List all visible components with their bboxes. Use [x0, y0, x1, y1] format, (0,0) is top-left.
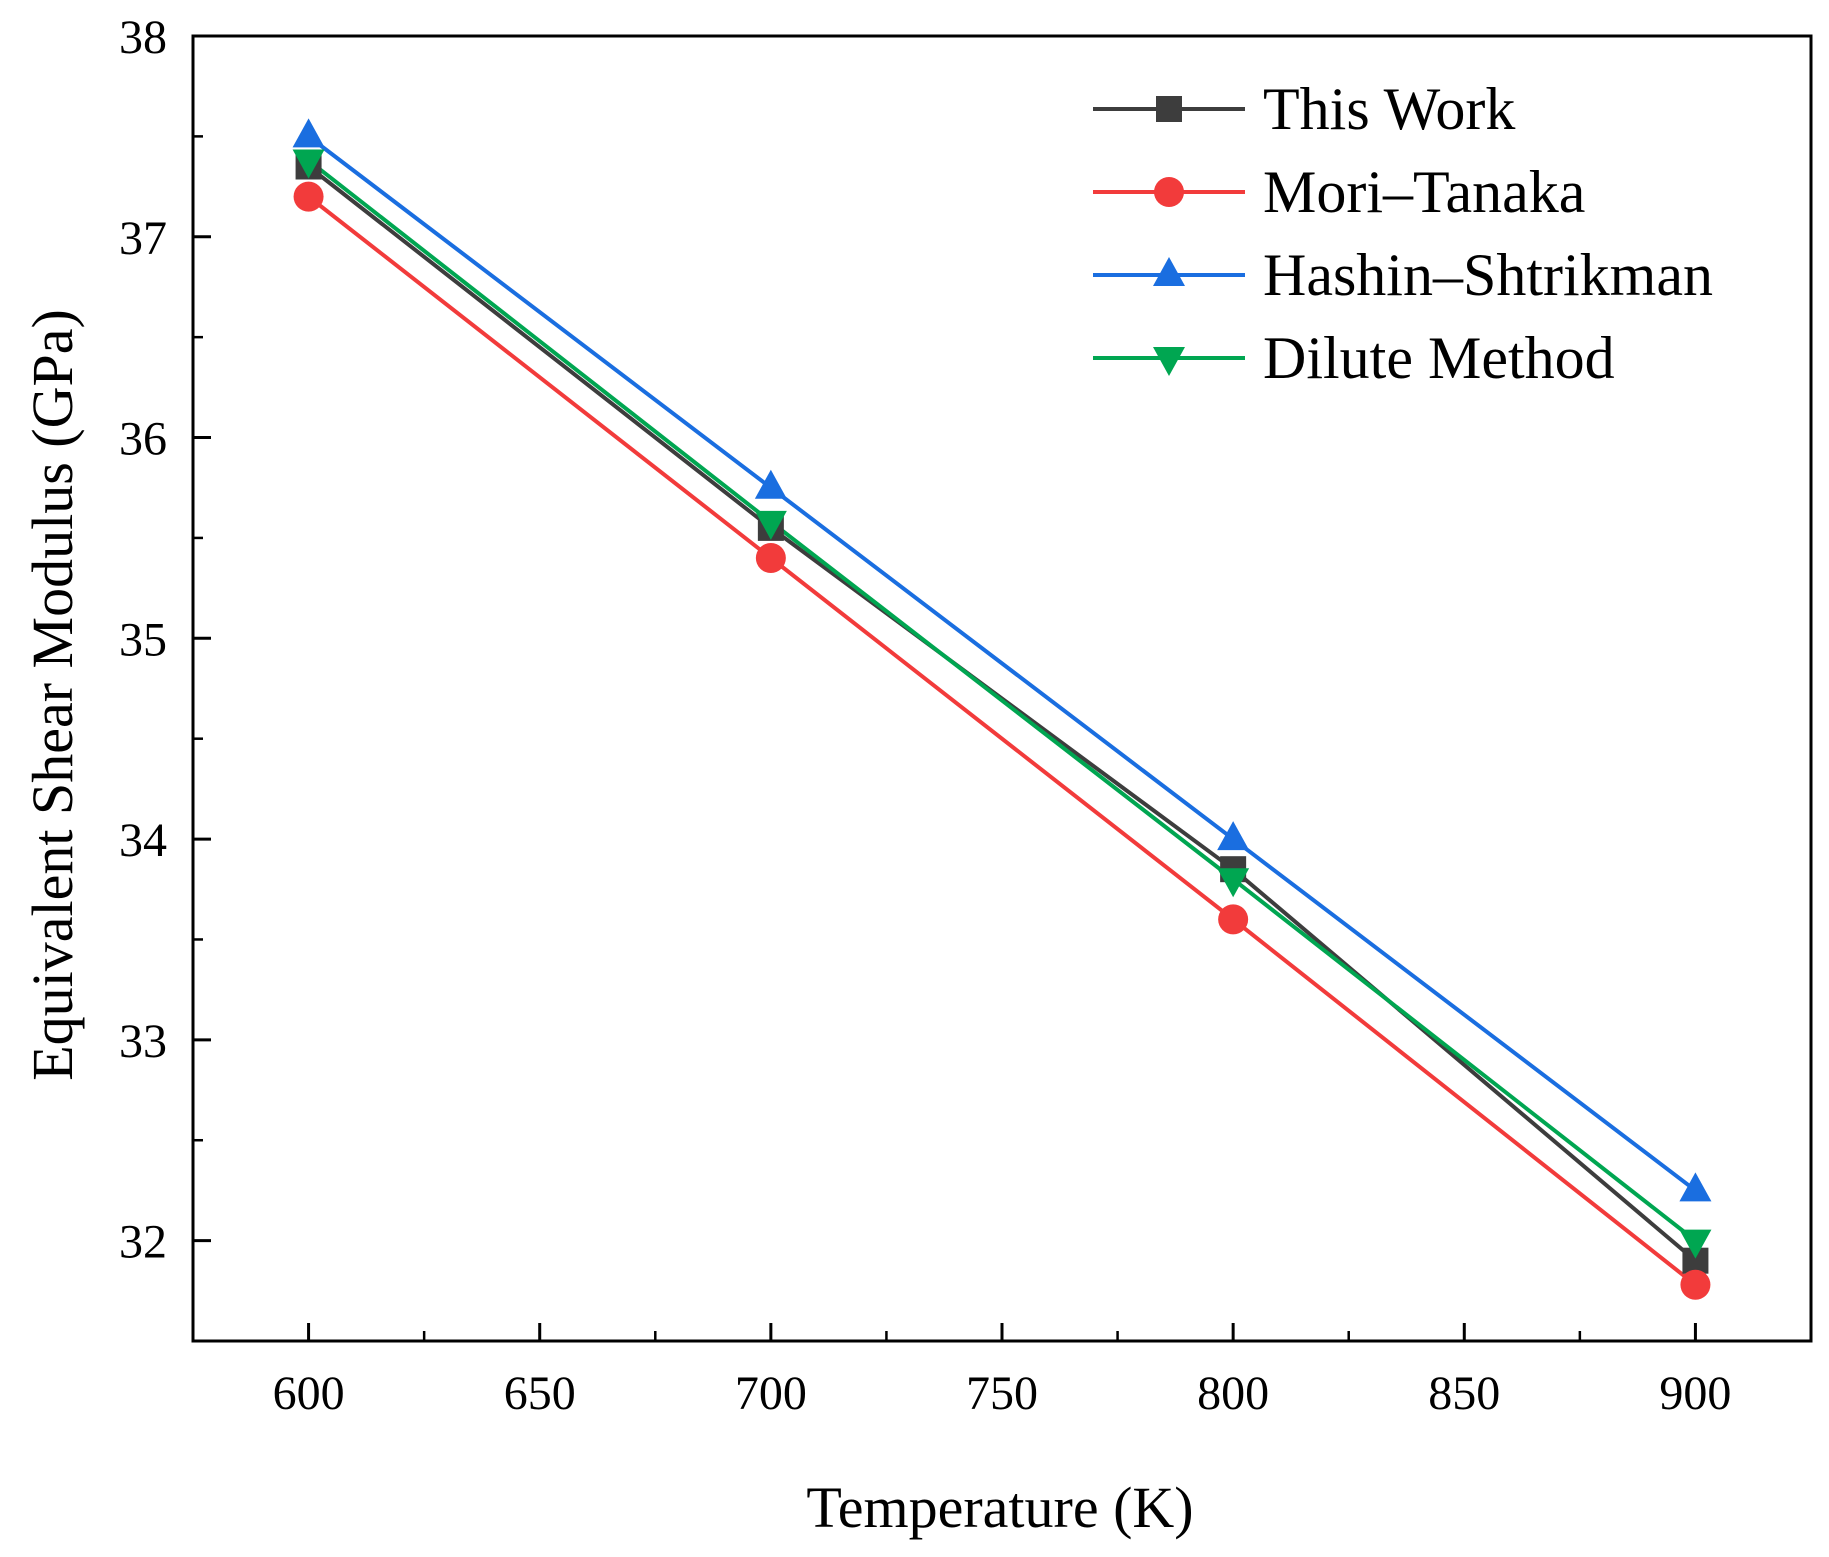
- y-tick-label: 33: [119, 1015, 167, 1068]
- legend-marker-0: [1156, 96, 1182, 122]
- data-point-series-3: [754, 510, 787, 540]
- y-tick-label: 32: [119, 1216, 167, 1269]
- data-point-series-3: [1679, 1229, 1712, 1259]
- x-tick-label: 700: [735, 1367, 807, 1420]
- data-point-series-2: [1679, 1172, 1712, 1202]
- data-point-series-1: [293, 181, 324, 212]
- x-tick-label: 800: [1197, 1367, 1269, 1420]
- legend-label-1: Mori–Tanaka: [1263, 159, 1585, 225]
- y-tick-label: 35: [119, 613, 167, 666]
- y-axis-title: Equivalent Shear Modulus (GPa): [20, 309, 85, 1081]
- data-point-series-1: [1218, 904, 1249, 935]
- x-tick-label: 750: [966, 1367, 1038, 1420]
- data-point-series-3: [1217, 868, 1250, 898]
- legend-marker-1: [1154, 177, 1184, 207]
- legend-marker-2: [1153, 257, 1185, 286]
- y-tick-label: 34: [119, 814, 167, 867]
- data-point-series-2: [754, 469, 787, 499]
- data-point-series-2: [1217, 821, 1250, 851]
- data-point-series-2: [292, 118, 325, 148]
- legend-label-3: Dilute Method: [1263, 325, 1615, 391]
- plot-area-frame: [191, 34, 1813, 1343]
- x-tick-label: 650: [504, 1367, 576, 1420]
- legend-label-2: Hashin–Shtrikman: [1263, 242, 1713, 308]
- y-tick-label: 37: [119, 212, 167, 265]
- legend-label-0: This Work: [1263, 76, 1515, 142]
- data-point-series-3: [292, 149, 325, 179]
- series-line-3: [307, 158, 1697, 1243]
- y-tick-label: 38: [119, 11, 167, 64]
- series-line-2: [307, 134, 1697, 1193]
- x-axis-title: Temperature (K): [806, 1475, 1193, 1540]
- x-tick-label: 900: [1659, 1367, 1731, 1420]
- legend-marker-3: [1153, 347, 1185, 376]
- x-tick-label: 850: [1428, 1367, 1500, 1420]
- series-line-1: [307, 195, 1697, 1287]
- x-tick-label: 600: [273, 1367, 345, 1420]
- y-tick-label: 36: [119, 413, 167, 466]
- data-point-series-1: [755, 543, 786, 573]
- data-point-series-1: [1680, 1269, 1711, 1300]
